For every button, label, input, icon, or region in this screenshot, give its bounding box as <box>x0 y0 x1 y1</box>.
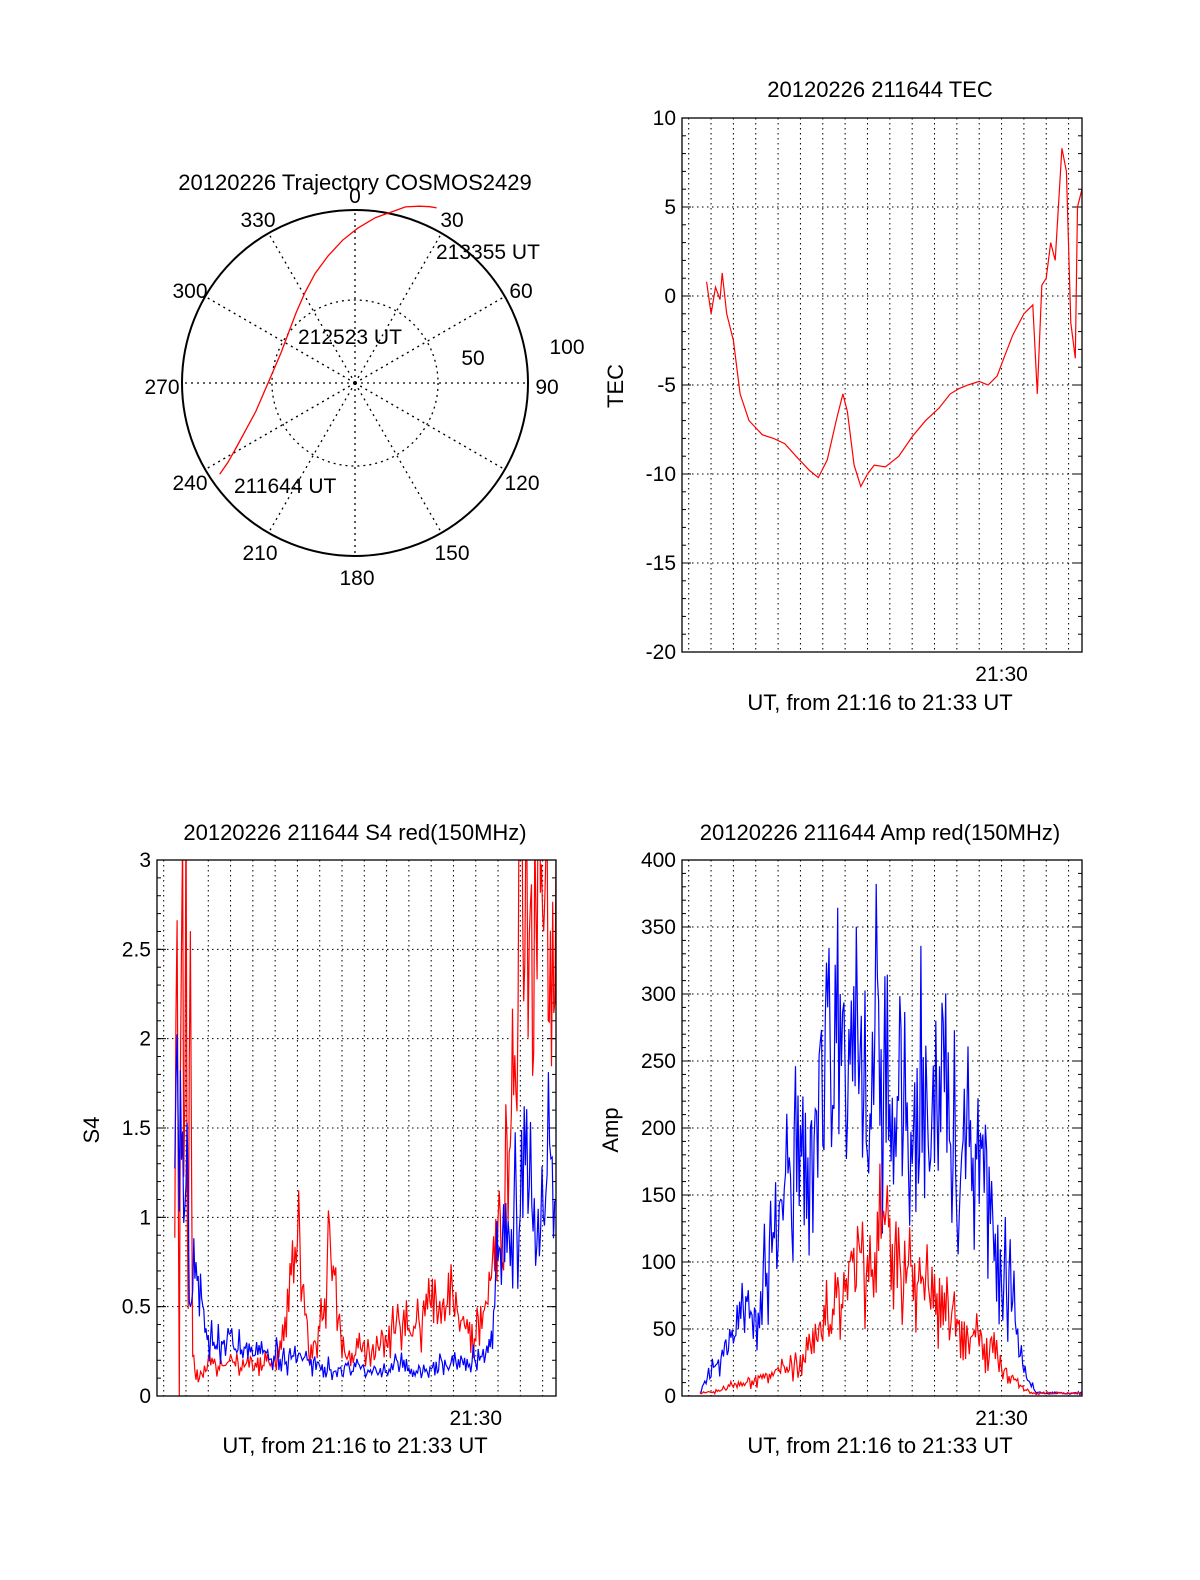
y-tick-label: 150 <box>641 1184 676 1207</box>
series-line-red <box>699 1163 1082 1396</box>
polar-spoke <box>267 232 356 384</box>
azimuth-label: 0 <box>349 185 361 208</box>
amp-plot-area: 0 50 100 150 200 250 300 350 400 21:30 <box>641 849 1083 1430</box>
zenith-ring-label: 50 <box>461 347 484 370</box>
y-tick-label: 10 <box>653 107 676 130</box>
y-tick-label: 250 <box>641 1050 676 1073</box>
s4-xlabel: UT, from 21:16 to 21:33 UT <box>222 1433 487 1458</box>
y-tick-label: -5 <box>657 374 676 397</box>
amp-plot: 20120226 211644 Amp red(150MHz) Amp UT, … <box>598 820 1083 1458</box>
tec-xlabel: UT, from 21:16 to 21:33 UT <box>747 690 1012 715</box>
y-tick-label: 350 <box>641 916 676 939</box>
y-tick-label: -10 <box>646 463 676 486</box>
time-annotation: 212523 UT <box>298 326 402 349</box>
y-tick-label: 300 <box>641 983 676 1006</box>
s4-plot-area: 0 0.5 1 1.5 2 2.5 3 21:30 <box>122 849 557 1430</box>
s4-ylabel: S4 <box>79 1117 104 1144</box>
y-tick-label: 0.5 <box>122 1296 151 1319</box>
tec-plot: 20120226 211644 TEC TEC UT, from 21:16 t… <box>603 77 1083 715</box>
amp-xlabel: UT, from 21:16 to 21:33 UT <box>747 1433 1012 1458</box>
y-tick-label: 0 <box>139 1385 151 1408</box>
y-tick-label: -15 <box>646 552 676 575</box>
azimuth-label: 270 <box>144 376 179 399</box>
polar-spoke <box>354 232 443 384</box>
polar-azimuth-labels: 0 30 60 90 120 150 180 210 240 270 300 330 <box>144 185 558 590</box>
y-tick-label: 0 <box>664 285 676 308</box>
y-tick-label: 0 <box>664 1385 676 1408</box>
y-tick-label: 2.5 <box>122 938 151 961</box>
x-tick-label: 21:30 <box>975 663 1028 686</box>
polar-spoke <box>354 382 506 471</box>
y-tick-label: 1 <box>139 1206 151 1229</box>
azimuth-label: 30 <box>440 209 463 232</box>
polar-spoke <box>354 295 506 384</box>
plot-frame <box>681 117 1083 653</box>
tec-ylabel: TEC <box>603 364 628 408</box>
tec-title: 20120226 211644 TEC <box>767 77 993 102</box>
y-tick-label: -20 <box>646 641 676 664</box>
amp-ylabel: Amp <box>598 1107 623 1152</box>
polar-series <box>219 205 437 475</box>
polar-title: 20120226 Trajectory COSMOS2429 <box>178 170 531 195</box>
plot-frame <box>681 859 1083 1397</box>
trajectory-line <box>219 205 437 475</box>
y-tick-label: 50 <box>653 1318 676 1341</box>
series-line-blue <box>174 1034 556 1381</box>
azimuth-label: 60 <box>509 280 532 303</box>
amp-title: 20120226 211644 Amp red(150MHz) <box>700 820 1060 845</box>
series-line-red <box>706 148 1082 489</box>
polar-spoke <box>354 382 443 534</box>
y-tick-label: 100 <box>641 1251 676 1274</box>
tec-plot-area: -20 -15 -10 -5 0 5 10 21:30 <box>646 107 1083 686</box>
azimuth-label: 180 <box>339 567 374 590</box>
time-annotation: 213355 UT <box>436 241 540 264</box>
zenith-ring-label: 100 <box>549 336 584 359</box>
plot-frame <box>156 859 557 1397</box>
y-tick-label: 5 <box>664 196 676 219</box>
polar-outer-circle <box>181 209 529 557</box>
azimuth-label: 300 <box>172 280 207 303</box>
azimuth-label: 90 <box>535 376 558 399</box>
azimuth-label: 240 <box>172 472 207 495</box>
series-line-blue <box>699 883 1082 1396</box>
polar-spoke <box>204 382 356 471</box>
y-tick-label: 3 <box>139 849 151 872</box>
time-annotation: 211644 UT <box>234 475 337 498</box>
trajectory-polar-plot: 20120226 Trajectory COSMOS2429 0 30 60 90 12… <box>144 170 584 590</box>
y-tick-label: 2 <box>139 1028 151 1051</box>
azimuth-label: 330 <box>240 209 275 232</box>
polar-spoke <box>204 295 356 384</box>
s4-plot: 20120226 211644 S4 red(150MHz) S4 UT, fr… <box>79 820 557 1458</box>
polar-spoke <box>267 382 356 534</box>
x-tick-label: 21:30 <box>449 1407 502 1430</box>
series-line-red <box>174 860 556 1396</box>
polar-grid <box>181 209 529 557</box>
azimuth-label: 150 <box>434 542 469 565</box>
polar-ring <box>271 299 439 467</box>
azimuth-label: 210 <box>242 542 277 565</box>
azimuth-label: 120 <box>504 472 539 495</box>
y-tick-label: 1.5 <box>122 1117 151 1140</box>
y-tick-label: 400 <box>641 849 676 872</box>
y-tick-label: 200 <box>641 1117 676 1140</box>
polar-annotations: 213355 UT 212523 UT 211644 UT <box>234 241 540 498</box>
s4-title: 20120226 211644 S4 red(150MHz) <box>183 820 526 845</box>
x-tick-label: 21:30 <box>975 1407 1028 1430</box>
